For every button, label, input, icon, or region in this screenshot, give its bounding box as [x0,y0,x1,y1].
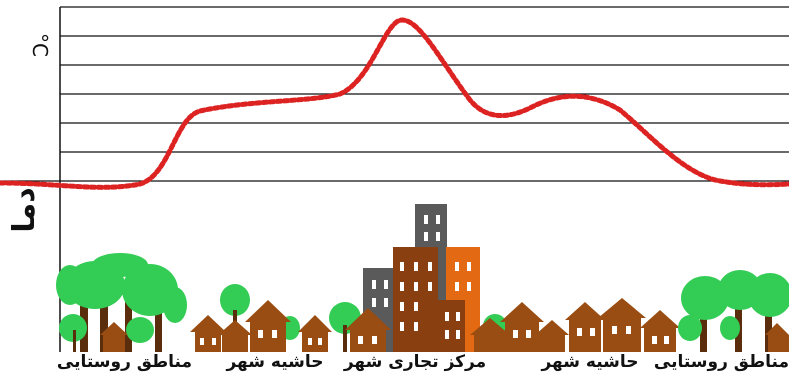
temperature-unit-label: °C [28,33,52,57]
suburb-left-houses [190,284,332,352]
downtown-buildings [329,204,480,352]
rural-left-trees [56,253,187,352]
suburb-right-houses [470,298,680,352]
zone-label-suburb-left: حاشیه شهر [226,352,324,372]
zone-label-suburb-right: حاشیه شهر [541,352,639,372]
rural-right-trees [678,270,789,352]
grid-lines [0,6,789,182]
zone-label-downtown: مرکز تجاری شهر [343,352,487,372]
y-axis-label: دما [7,187,42,233]
zone-label-rural-right: مناطق روستایی [653,352,789,372]
zone-label-rural-left: مناطق روستایی [56,352,192,372]
temperature-curve [0,17,789,190]
